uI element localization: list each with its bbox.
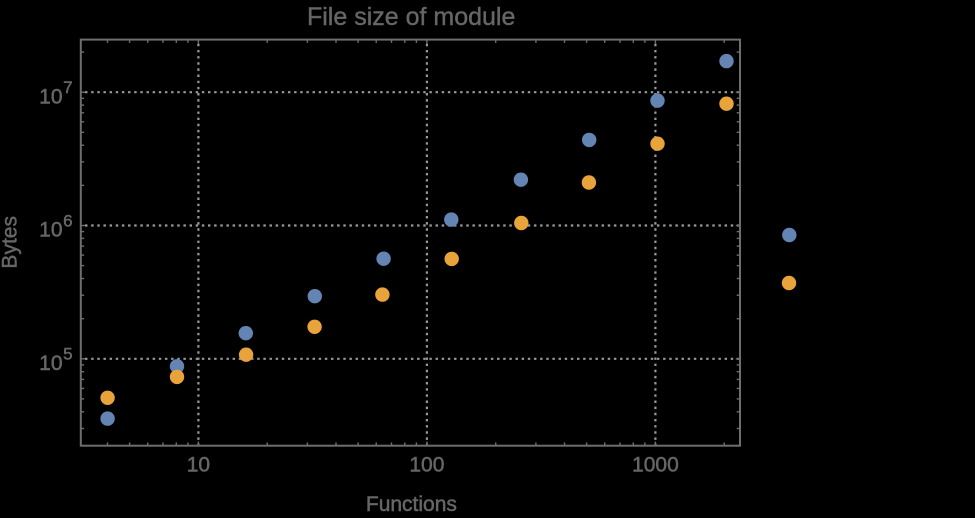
svg-text:6: 6 (63, 211, 72, 230)
svg-text:5: 5 (63, 345, 72, 364)
svg-text:100: 100 (409, 453, 444, 476)
svg-text:Bytes: Bytes (0, 216, 22, 269)
svg-text:10: 10 (39, 219, 62, 242)
svg-text:10: 10 (39, 352, 62, 375)
svg-text:10: 10 (39, 85, 62, 108)
svg-text:File size of module: File size of module (307, 3, 515, 31)
svg-text:Functions: Functions (366, 493, 457, 513)
svg-text:1000: 1000 (632, 453, 679, 476)
svg-text:10: 10 (187, 453, 210, 476)
svg-text:7: 7 (63, 78, 72, 97)
